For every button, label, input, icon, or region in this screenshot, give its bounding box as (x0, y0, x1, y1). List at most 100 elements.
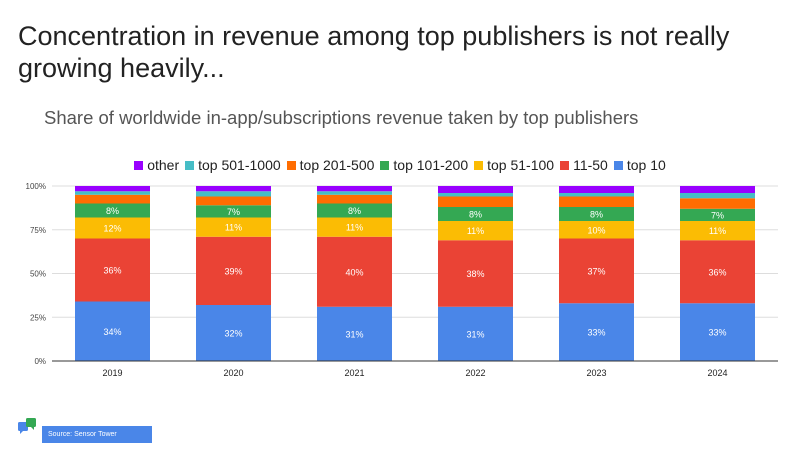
data-label: 11% (225, 223, 242, 233)
bar-segment (438, 207, 513, 221)
data-label: 7% (227, 207, 240, 217)
x-tick-label: 2023 (586, 368, 606, 378)
data-label: 39% (224, 266, 242, 276)
bar-segment (680, 208, 755, 221)
bar-segment (680, 193, 755, 199)
data-label: 31% (466, 329, 484, 339)
bar-segment (317, 217, 392, 237)
legend-swatch (613, 161, 623, 170)
bar-segment (75, 238, 150, 302)
bar-segment (559, 207, 634, 221)
legend-label: top 501-1000 (198, 157, 281, 173)
bar-segment (196, 205, 271, 218)
bar-segment (196, 305, 271, 361)
legend-item-top-501-1000: top 501-1000 (185, 157, 281, 173)
data-label: 36% (708, 267, 726, 277)
bar-segment (75, 186, 150, 192)
bar-segment (196, 186, 271, 192)
bar-segment (680, 186, 755, 193)
data-label: 11% (467, 226, 484, 236)
legend-swatch (286, 161, 296, 170)
legend-swatch (560, 161, 570, 170)
legend-item-top-101-200: top 101-200 (380, 157, 468, 173)
data-label: 8% (590, 210, 603, 220)
legend-swatch (185, 161, 195, 170)
x-tick-label: 2024 (707, 368, 727, 378)
data-label: 40% (345, 267, 363, 277)
legend-item-top-10: top 10 (613, 157, 666, 173)
data-label: 10% (587, 225, 605, 235)
data-label: 12% (103, 224, 121, 234)
y-tick-label: 50% (30, 270, 46, 279)
data-label: 33% (587, 328, 605, 338)
legend-item-top-51-100: top 51-100 (474, 157, 554, 173)
legend-label: top 201-500 (299, 157, 375, 173)
source-label: Source: Sensor Tower (42, 426, 152, 443)
bar-segment (559, 196, 634, 207)
bar-segment (680, 221, 755, 241)
bar-segment (196, 236, 271, 305)
chat-bubbles-icon (18, 418, 36, 434)
legend-swatch (474, 161, 484, 170)
bar-segment (559, 186, 634, 193)
bar-segment (196, 196, 271, 206)
bar-segment (75, 203, 150, 218)
legend-swatch (134, 161, 144, 170)
legend-label: 11-50 (573, 157, 608, 173)
legend-item-top-201-500: top 201-500 (286, 157, 375, 173)
bar-segment (438, 221, 513, 241)
bar-segment (438, 193, 513, 197)
data-label: 7% (711, 210, 724, 220)
data-label: 11% (709, 226, 726, 236)
y-tick-label: 100% (26, 182, 46, 191)
x-tick-label: 2022 (465, 368, 485, 378)
bar-segment (317, 203, 392, 218)
bar-segment (559, 303, 634, 361)
bar-segment (75, 194, 150, 204)
data-label: 36% (103, 266, 121, 276)
bar-segment (680, 198, 755, 209)
y-tick-label: 0% (34, 357, 46, 366)
bar-segment (680, 240, 755, 304)
bar-segment (438, 186, 513, 193)
headline: Concentration in revenue among top publi… (18, 21, 730, 83)
bar-segment (680, 303, 755, 361)
x-tick-label: 2020 (223, 368, 243, 378)
bar-segment (317, 191, 392, 195)
bar-segment (559, 221, 634, 239)
data-label: 31% (345, 329, 363, 339)
y-tick-label: 75% (30, 226, 46, 235)
bar-segment (438, 240, 513, 307)
bar-segment (438, 196, 513, 207)
data-label: 11% (346, 223, 363, 233)
legend-label: top 10 (626, 157, 666, 173)
bar-segment (317, 236, 392, 307)
bar-segment (196, 217, 271, 237)
legend-label: top 101-200 (393, 157, 469, 173)
bar-segment (75, 301, 150, 361)
data-label: 33% (708, 328, 726, 338)
data-label: 38% (466, 269, 484, 279)
stacked-bar-chart: 0% 25% 50% 75% 100% 34% 36% 12% 8% 2019 32% 39% 11% 7… (26, 182, 778, 378)
chart-legend: other top 501-1000 top 201-500 top 101-200 t… (0, 157, 800, 173)
legend-label: other (147, 157, 180, 173)
bar-segment (559, 238, 634, 304)
bar-segment (559, 193, 634, 197)
chart-title: Share of worldwide in-app/subscriptions … (44, 107, 639, 128)
x-tick-label: 2021 (344, 368, 364, 378)
bar-segment (317, 306, 392, 361)
y-tick-label: 25% (30, 313, 46, 322)
bar-segment (75, 217, 150, 239)
data-label: 8% (348, 206, 361, 216)
data-label: 8% (469, 210, 482, 220)
bar-segment (438, 306, 513, 361)
data-label: 8% (106, 206, 119, 216)
legend-item-other: other (134, 157, 179, 173)
bar-segment (75, 191, 150, 195)
x-tick-label: 2019 (102, 368, 122, 378)
data-label: 37% (587, 266, 605, 276)
bar-segment (196, 191, 271, 197)
bar-segment (317, 186, 392, 192)
legend-item-11-50: 11-50 (560, 157, 608, 173)
legend-swatch (380, 161, 390, 170)
